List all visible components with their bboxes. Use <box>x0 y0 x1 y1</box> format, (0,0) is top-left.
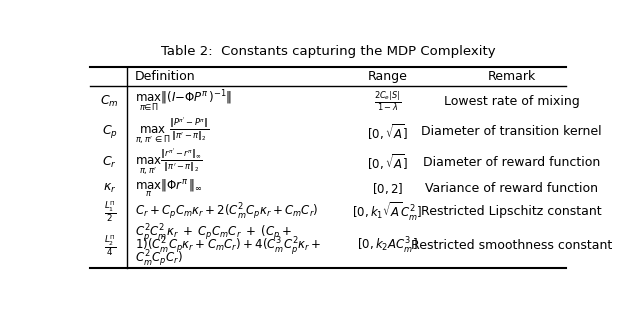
Text: $[0, 2]$: $[0, 2]$ <box>372 181 403 196</box>
Text: $1)(C_m^2 C_p \kappa_r + C_m C_r) + 4(C_m^3 C_p^2 \kappa_r +$: $1)(C_m^2 C_p \kappa_r + C_m C_r) + 4(C_… <box>134 235 321 257</box>
Text: $C_p^2 C_m^2 \kappa_r \;+\; C_p C_m C_r \;+\; (C_p +$: $C_p^2 C_m^2 \kappa_r \;+\; C_p C_m C_r … <box>134 222 292 244</box>
Text: $[0, k_1\sqrt{A} C_m^2]$: $[0, k_1\sqrt{A} C_m^2]$ <box>352 201 423 223</box>
Text: Range: Range <box>367 70 408 83</box>
Text: Remark: Remark <box>488 70 536 83</box>
Text: $\kappa_r$: $\kappa_r$ <box>103 182 116 195</box>
Text: $[0, \sqrt{A}]$: $[0, \sqrt{A}]$ <box>367 152 408 172</box>
Text: $C_p$: $C_p$ <box>102 123 118 140</box>
Text: $\max_{\pi \in \Pi} \|(I - \Phi P^{\pi})^{-1}\|$: $\max_{\pi \in \Pi} \|(I - \Phi P^{\pi})… <box>134 89 232 114</box>
Text: $C_r + C_p C_m \kappa_r + 2(C_m^2 C_p \kappa_r + C_m C_r)$: $C_r + C_p C_m \kappa_r + 2(C_m^2 C_p \k… <box>134 202 318 222</box>
Text: $[0, k_2 A C_m^3]$: $[0, k_2 A C_m^3]$ <box>357 236 418 256</box>
Text: $\frac{L_1^{\Pi}}{2}$: $\frac{L_1^{\Pi}}{2}$ <box>104 200 116 224</box>
Text: Diameter of reward function: Diameter of reward function <box>423 156 600 169</box>
Text: Restricted smoothness constant: Restricted smoothness constant <box>411 239 612 252</box>
Text: $\max_{\pi} \|\Phi r^{\pi}\|_{\infty}$: $\max_{\pi} \|\Phi r^{\pi}\|_{\infty}$ <box>134 178 202 199</box>
Text: $[0, \sqrt{A}]$: $[0, \sqrt{A}]$ <box>367 122 408 142</box>
Text: $\frac{L_2^{\Pi}}{4}$: $\frac{L_2^{\Pi}}{4}$ <box>104 233 116 258</box>
Text: $\max_{\pi,\pi' \in \Pi} \frac{\|P^{\pi'} - P^{\pi}\|}{\|\pi' - \pi\|_2}$: $\max_{\pi,\pi' \in \Pi} \frac{\|P^{\pi'… <box>134 116 209 147</box>
Text: Definition: Definition <box>134 70 195 83</box>
Text: Restricted Lipschitz constant: Restricted Lipschitz constant <box>421 205 602 218</box>
Text: $C_m^2 C_p C_r)$: $C_m^2 C_p C_r)$ <box>134 248 182 269</box>
Text: Lowest rate of mixing: Lowest rate of mixing <box>444 95 579 108</box>
Text: Variance of reward function: Variance of reward function <box>425 182 598 195</box>
Text: $\max_{\pi,\pi'} \frac{\|r^{\pi'} - r^{\pi}\|_{\infty}}{\|\pi' - \pi\|_2}$: $\max_{\pi,\pi'} \frac{\|r^{\pi'} - r^{\… <box>134 146 202 178</box>
Text: Table 2:  Constants capturing the MDP Complexity: Table 2: Constants capturing the MDP Com… <box>161 45 495 58</box>
Text: $C_m$: $C_m$ <box>100 94 119 109</box>
Text: $\frac{2C_e|S|}{1-\lambda}$: $\frac{2C_e|S|}{1-\lambda}$ <box>374 90 401 113</box>
Text: Diameter of transition kernel: Diameter of transition kernel <box>421 125 602 138</box>
Text: $C_r$: $C_r$ <box>102 155 117 170</box>
